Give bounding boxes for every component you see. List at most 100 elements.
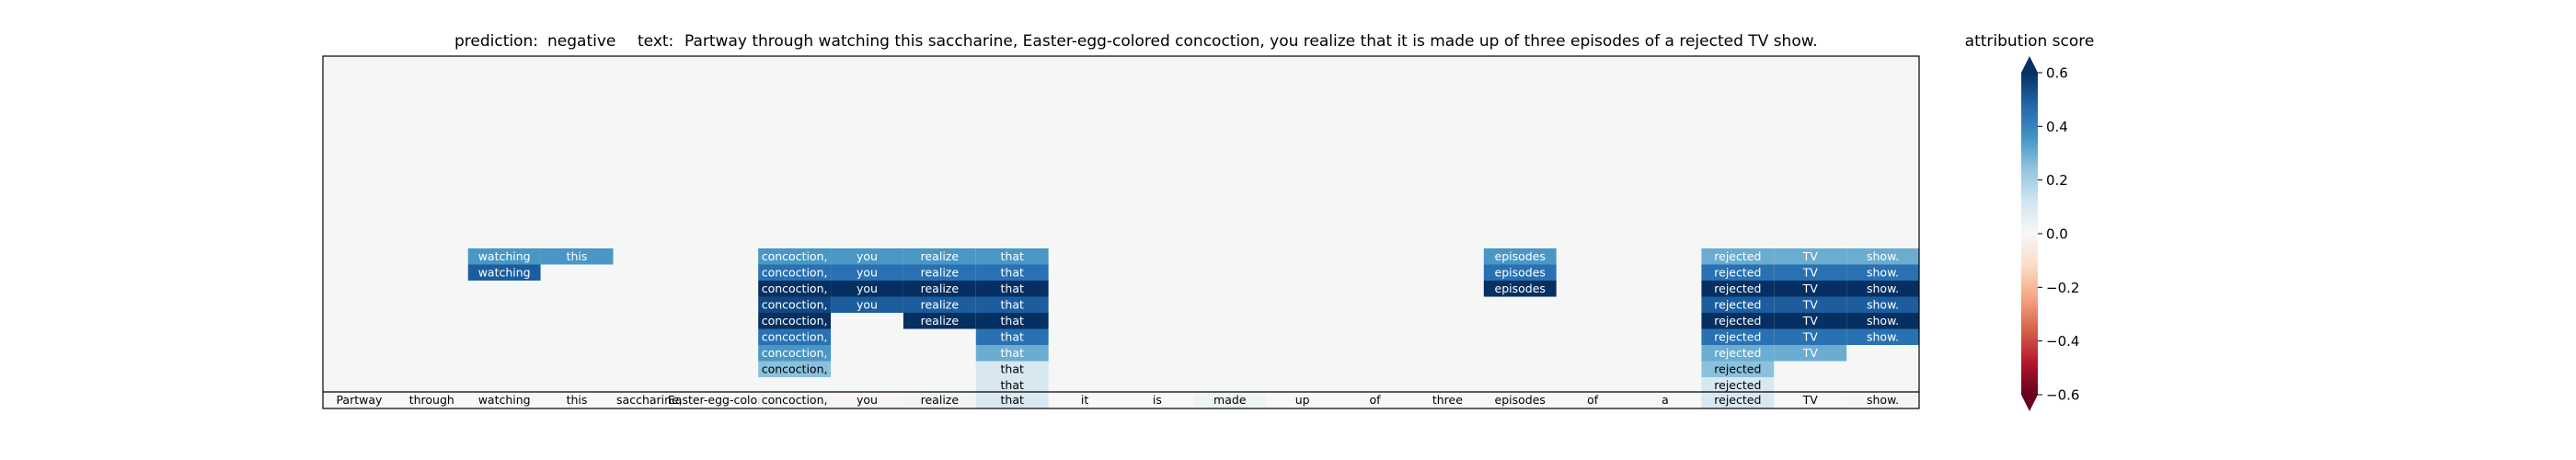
attribution-cell [1701,361,1775,377]
attribution-cell [975,248,1049,265]
colorbar-tick-label: −0.6 [2046,387,2079,404]
attribution-cell [758,296,832,313]
base-cell [395,392,468,408]
base-cell [1193,392,1267,408]
attribution-cell [1774,328,1847,345]
cell-token-label: concoction, [762,266,828,280]
cell-token-label: concoction, [762,346,828,360]
attribution-cell [758,264,832,281]
plot-area-background [323,56,1919,408]
attribution-cell [831,248,903,265]
attribution-cell [975,361,1049,377]
cell-token-label: rejected [1714,314,1761,328]
prediction-label: prediction: [454,32,538,51]
cell-token-label: rejected [1714,266,1761,280]
cell-token-label: that [1001,249,1024,263]
cell-token-label: TV [1802,314,1819,328]
base-cell [540,392,614,408]
cell-token-label: watching [478,266,531,280]
cell-token-label: show. [1867,330,1899,344]
base-cell [1628,392,1702,408]
cell-token-label: that [1001,314,1024,328]
token-label: of [1587,393,1599,407]
cell-token-label: you [857,266,878,280]
cell-token-label: concoction, [762,362,828,376]
token-label: is [1153,393,1162,407]
attribution-cell [467,264,541,281]
attribution-cell [975,281,1049,297]
cell-token-label: show. [1867,282,1899,295]
cell-token-label: realize [921,314,960,328]
cell-token-label: episodes [1495,266,1546,280]
attribution-cell [831,281,903,297]
cell-token-label: that [1001,362,1024,376]
base-cell [1774,392,1847,408]
attribution-cell [1701,248,1775,265]
attribution-cell [758,345,832,362]
token-label: that [1001,393,1024,407]
base-cell [685,392,759,408]
cell-token-label: TV [1802,298,1819,312]
cell-token-label: realize [921,298,960,312]
token-label: through [409,393,454,407]
attribution-cell [1774,281,1847,297]
attribution-cell [1846,281,1919,297]
attribution-cell [975,264,1049,281]
attribution-cell [903,264,976,281]
colorbar-tick-label: −0.2 [2046,280,2079,296]
cell-token-label: that [1001,298,1024,312]
cell-token-label: watching [478,249,531,263]
attribution-cell [903,248,976,265]
cell-token-label: show. [1867,249,1899,263]
attribution-cell [1701,345,1775,362]
attribution-cell [1774,345,1847,362]
token-label: concoction, [762,393,828,407]
cell-token-label: concoction, [762,298,828,312]
cell-token-label: that [1001,346,1024,360]
base-cell [613,392,686,408]
cell-token-label: TV [1802,249,1819,263]
attribution-cell [975,345,1049,362]
attribution-cell [903,281,976,297]
cell-token-label: rejected [1714,378,1761,392]
base-cell [1410,392,1484,408]
attribution-cell [1774,248,1847,265]
token-label: watching [478,393,531,407]
attribution-cell [758,361,832,377]
token-label: saccharine, [616,393,683,407]
cell-token-label: rejected [1714,346,1761,360]
attribution-cell [1701,296,1775,313]
base-cell [758,392,832,408]
cell-token-label: realize [921,249,960,263]
cell-token-label: episodes [1495,282,1546,295]
token-label: you [857,393,878,407]
base-cell [1266,392,1340,408]
attribution-cell [758,313,832,329]
cell-token-label: show. [1867,298,1899,312]
attribution-cell [975,377,1049,394]
attribution-cell [1483,281,1557,297]
token-label: this [567,393,588,407]
cell-token-label: rejected [1714,330,1761,344]
token-label: three [1432,393,1463,407]
token-label: episodes [1495,393,1546,407]
base-cell [323,392,396,408]
attribution-cell [903,296,976,313]
colorbar-tick-label: 0.2 [2046,172,2068,189]
colorbar-tick-label: 0.4 [2046,119,2068,135]
colorbar-ticks: 0.6 0.4 0.2 0.0 −0.2 −0.4 −0.6 [2038,65,2079,404]
attribution-cell [1701,313,1775,329]
attribution-cell [758,248,832,265]
attribution-cell [467,248,541,265]
cell-token-label: this [567,249,588,263]
token-label: of [1369,393,1381,407]
cell-token-label: that [1001,330,1024,344]
cell-token-label: realize [921,282,960,295]
attribution-cell [831,264,903,281]
base-cell [467,392,541,408]
token-label: Easter-egg-colored [668,393,776,407]
colorbar-title: attribution score [1965,32,2095,51]
attribution-cell [1483,264,1557,281]
attribution-cell [540,248,614,265]
